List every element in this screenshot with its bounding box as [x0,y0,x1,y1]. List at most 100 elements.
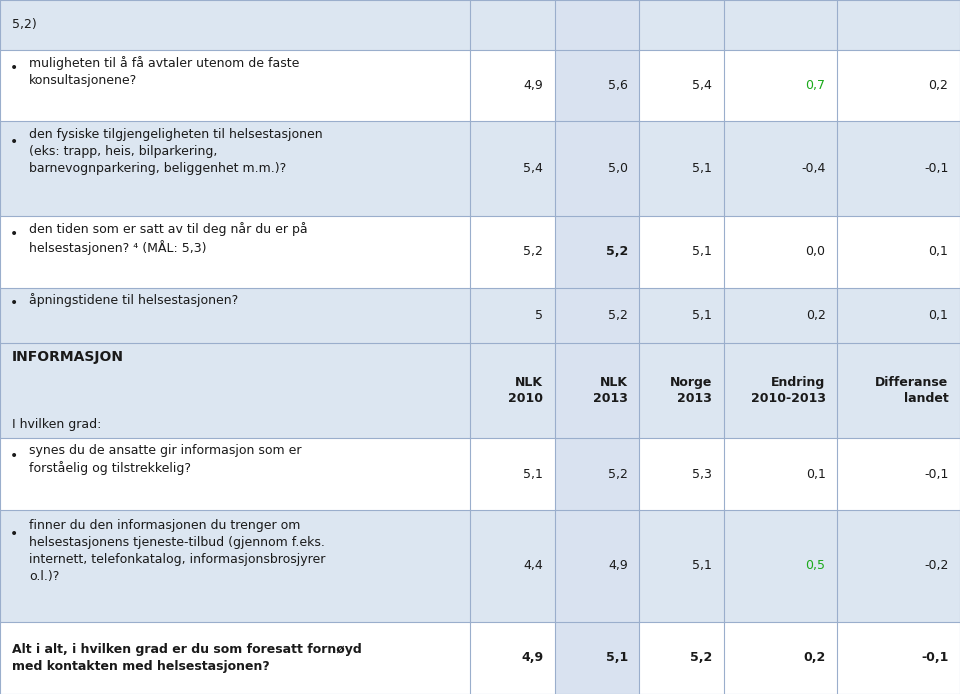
Text: -0,2: -0,2 [924,559,948,573]
Text: -0,1: -0,1 [924,162,948,175]
Bar [470,510,555,622]
Bar [837,121,960,216]
Bar [837,343,960,438]
Bar [555,510,639,622]
Text: 5,6: 5,6 [608,79,628,92]
Bar [470,121,555,216]
Text: •: • [10,449,18,463]
Text: NLK
2013: NLK 2013 [593,375,628,405]
Bar [0,438,470,510]
Bar [837,438,960,510]
Text: muligheten til å få avtaler utenom de faste
konsultasjonene?: muligheten til å få avtaler utenom de fa… [29,56,300,87]
Bar [470,288,555,343]
Text: •: • [10,227,18,241]
Text: Endring
2010-2013: Endring 2010-2013 [751,375,826,405]
Text: 0,0: 0,0 [805,246,826,258]
Text: 0,2: 0,2 [805,309,826,322]
Text: 5,1: 5,1 [606,651,628,664]
Bar [555,0,639,50]
Text: •: • [10,60,18,74]
Bar [837,510,960,622]
Text: 5,2: 5,2 [608,468,628,481]
Bar [470,622,555,694]
Bar [0,50,470,121]
Text: 5,2: 5,2 [690,651,712,664]
Text: 0,1: 0,1 [805,468,826,481]
Bar [0,622,470,694]
Bar [639,216,724,288]
Text: INFORMASJON: INFORMASJON [12,350,124,364]
Bar [470,0,555,50]
Text: •: • [10,296,18,310]
Text: 5,0: 5,0 [608,162,628,175]
Text: 5: 5 [536,309,543,322]
Text: •: • [10,527,18,541]
Text: -0,1: -0,1 [924,468,948,481]
Bar [837,0,960,50]
Bar [0,343,470,438]
Bar [724,622,837,694]
Bar [470,50,555,121]
Text: 5,3: 5,3 [692,468,712,481]
Bar [555,622,639,694]
Text: 4,4: 4,4 [523,559,543,573]
Text: Alt i alt, i hvilken grad er du som foresatt fornøyd
med kontakten med helsestas: Alt i alt, i hvilken grad er du som fore… [12,643,361,672]
Bar [837,288,960,343]
Text: 0,2: 0,2 [804,651,826,664]
Bar [555,438,639,510]
Bar [724,216,837,288]
Text: NLK
2010: NLK 2010 [509,375,543,405]
Bar [470,438,555,510]
Bar [0,510,470,622]
Text: •: • [10,135,18,149]
Text: 5,1: 5,1 [692,162,712,175]
Text: den tiden som er satt av til deg når du er på
helsestasjonen? ⁴ (MÅL: 5,3): den tiden som er satt av til deg når du … [29,221,307,255]
Bar [0,0,470,50]
Bar [639,343,724,438]
Bar [724,343,837,438]
Bar [639,438,724,510]
Bar [837,622,960,694]
Text: 5,1: 5,1 [692,559,712,573]
Text: synes du de ansatte gir informasjon som er
forståelig og tilstrekkelig?: synes du de ansatte gir informasjon som … [29,443,301,475]
Text: 4,9: 4,9 [521,651,543,664]
Text: 5,1: 5,1 [692,309,712,322]
Bar [724,510,837,622]
Text: 0,1: 0,1 [928,309,948,322]
Text: 0,1: 0,1 [928,246,948,258]
Text: Norge
2013: Norge 2013 [670,375,712,405]
Text: 5,2): 5,2) [12,19,36,31]
Text: den fysiske tilgjengeligheten til helsestasjonen
(eks: trapp, heis, bilparkering: den fysiske tilgjengeligheten til helses… [29,128,323,176]
Bar [0,121,470,216]
Bar [470,343,555,438]
Text: finner du den informasjonen du trenger om
helsestasjonens tjeneste-tilbud (gjenn: finner du den informasjonen du trenger o… [29,519,325,584]
Bar [639,50,724,121]
Bar [639,288,724,343]
Bar [555,216,639,288]
Text: -0,4: -0,4 [802,162,826,175]
Bar [724,438,837,510]
Bar [837,216,960,288]
Bar [724,0,837,50]
Text: 4,9: 4,9 [608,559,628,573]
Bar [639,121,724,216]
Bar [724,121,837,216]
Text: åpningstidene til helsestasjonen?: åpningstidene til helsestasjonen? [29,293,238,307]
Bar [0,288,470,343]
Text: I hvilken grad:: I hvilken grad: [12,418,101,431]
Text: -0,1: -0,1 [921,651,948,664]
Bar [470,216,555,288]
Text: Differanse
landet: Differanse landet [876,375,948,405]
Bar [639,0,724,50]
Bar [555,50,639,121]
Text: 5,1: 5,1 [523,468,543,481]
Bar [555,288,639,343]
Text: 0,2: 0,2 [928,79,948,92]
Text: 5,2: 5,2 [523,246,543,258]
Text: 5,4: 5,4 [523,162,543,175]
Text: 0,7: 0,7 [805,79,826,92]
Bar [555,121,639,216]
Text: 0,5: 0,5 [805,559,826,573]
Bar [724,50,837,121]
Bar [0,216,470,288]
